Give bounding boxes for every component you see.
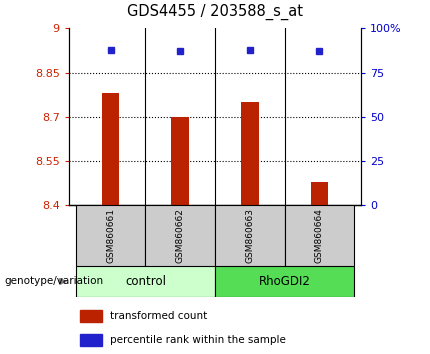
FancyBboxPatch shape	[285, 205, 354, 266]
Text: GSM860663: GSM860663	[245, 208, 254, 263]
FancyBboxPatch shape	[76, 266, 215, 297]
Text: percentile rank within the sample: percentile rank within the sample	[111, 335, 286, 344]
Bar	[311, 182, 328, 205]
Bar	[80, 333, 101, 346]
Text: transformed count: transformed count	[111, 311, 208, 321]
Bar	[241, 102, 258, 205]
Text: genotype/variation: genotype/variation	[4, 276, 104, 286]
Text: GDS4455 / 203588_s_at: GDS4455 / 203588_s_at	[127, 4, 303, 21]
Text: GSM860661: GSM860661	[106, 208, 115, 263]
Bar	[80, 310, 101, 322]
FancyBboxPatch shape	[76, 205, 145, 266]
Bar	[102, 93, 119, 205]
Text: RhoGDI2: RhoGDI2	[259, 275, 310, 288]
Text: GSM860664: GSM860664	[315, 208, 324, 263]
FancyBboxPatch shape	[215, 266, 354, 297]
Text: GSM860662: GSM860662	[176, 208, 185, 263]
Bar	[172, 117, 189, 205]
FancyBboxPatch shape	[145, 205, 215, 266]
Text: control: control	[125, 275, 166, 288]
FancyBboxPatch shape	[215, 205, 285, 266]
